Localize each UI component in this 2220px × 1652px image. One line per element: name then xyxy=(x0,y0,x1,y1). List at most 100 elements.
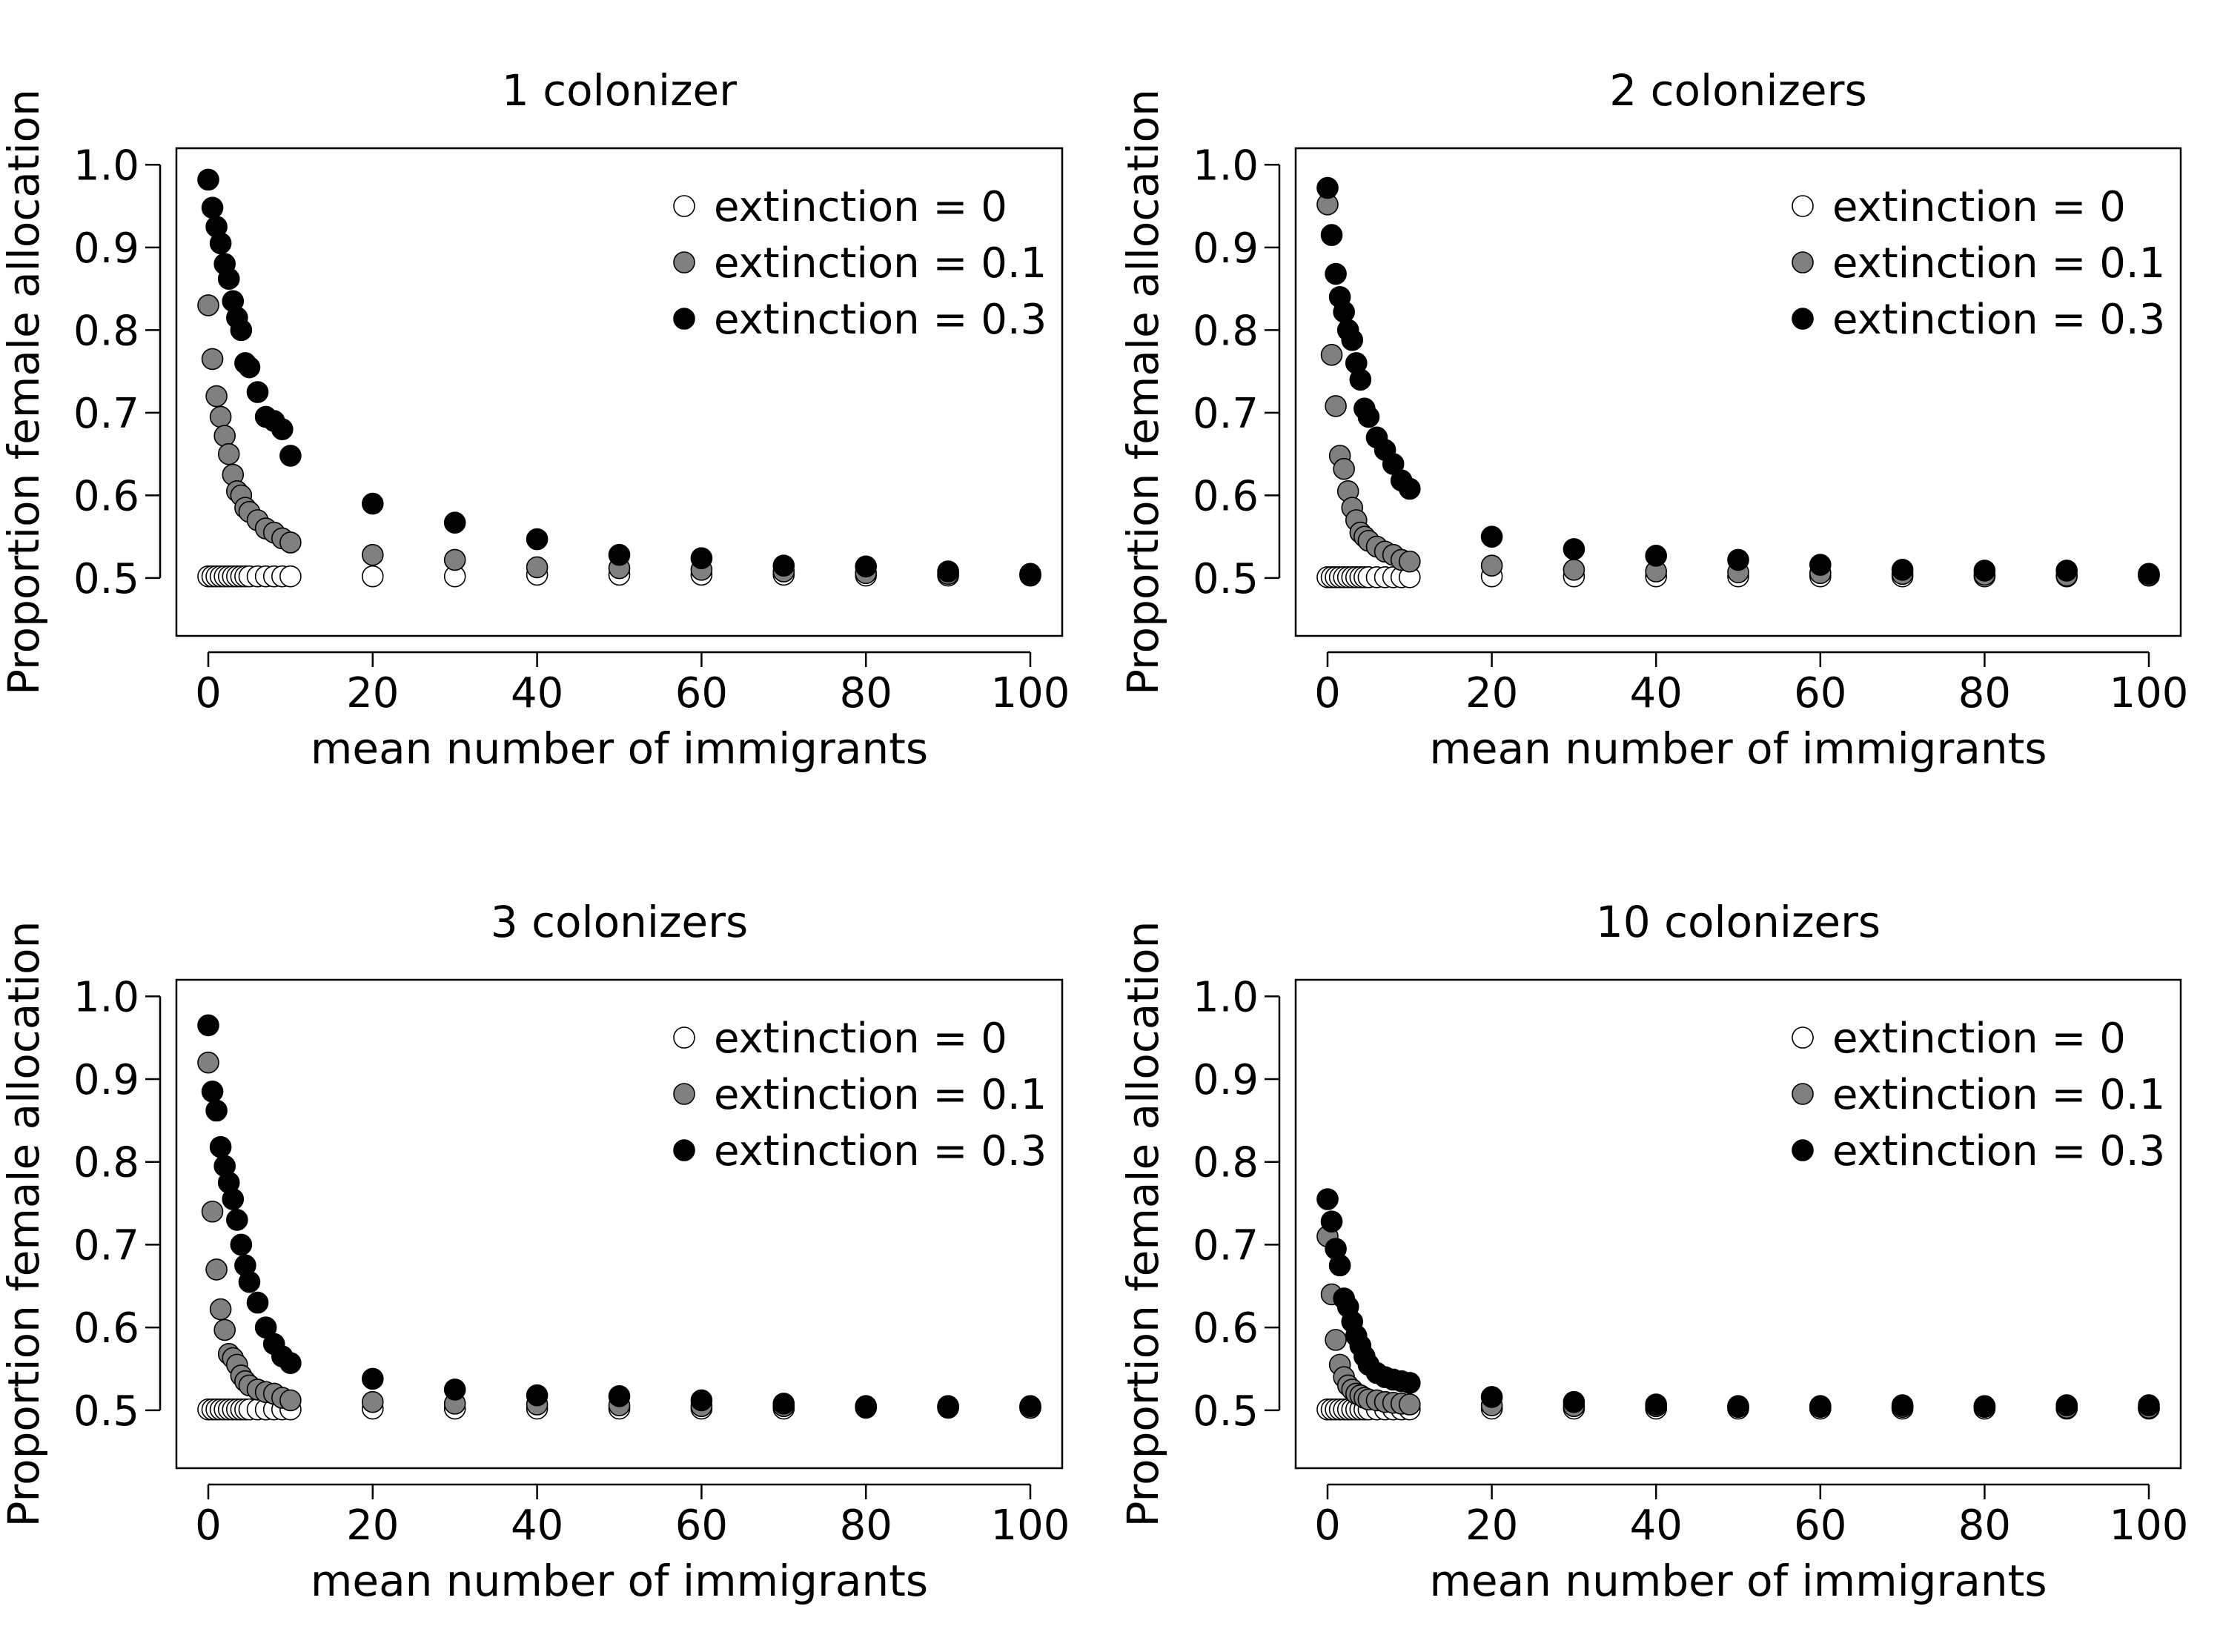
data-point xyxy=(1645,1393,1667,1416)
data-point xyxy=(690,547,713,569)
data-point xyxy=(937,1395,959,1418)
data-point xyxy=(1480,525,1503,548)
data-point xyxy=(1019,563,1041,586)
x-tick-label: 0 xyxy=(195,669,222,717)
y-tick-label: 0.7 xyxy=(1193,1221,1259,1270)
y-tick-label: 0.5 xyxy=(73,555,139,603)
data-point xyxy=(1399,1393,1421,1416)
data-points xyxy=(197,1014,1041,1421)
y-tick-label: 0.5 xyxy=(1193,1387,1259,1436)
legend-label: extinction = 0.1 xyxy=(714,1071,1047,1119)
data-point xyxy=(197,168,219,191)
chart-panel-1: 1 colonizer 0 20 40 60 80 100 mean number of im… xyxy=(0,65,1070,774)
plot-frame xyxy=(175,978,1064,1470)
data-point xyxy=(201,196,224,219)
data-point xyxy=(1325,395,1347,417)
data-point xyxy=(222,1188,245,1210)
data-point xyxy=(855,555,877,578)
series-3-points xyxy=(1316,1188,2160,1418)
legend: extinction = 0 extinction = 0.1 extinction… xyxy=(1792,1015,2165,1175)
chart-panel-2: 2 colonizers 0 20 40 60 80 100 mean number of i… xyxy=(1118,65,2188,774)
series-3-points xyxy=(197,168,1041,586)
legend: extinction = 0 extinction = 0.1 extinction… xyxy=(1792,183,2165,344)
legend-label: extinction = 0 xyxy=(1832,183,2126,231)
data-point xyxy=(201,348,224,371)
data-point xyxy=(226,1209,248,1231)
legend-marker xyxy=(1792,251,1814,273)
data-point xyxy=(217,268,240,291)
data-point xyxy=(690,1389,713,1412)
data-point xyxy=(2055,560,2078,582)
data-point xyxy=(2138,563,2160,586)
x-axis: 0 20 40 60 80 100 xyxy=(1314,651,2188,717)
legend-marker xyxy=(673,1139,695,1161)
y-tick-label: 0.7 xyxy=(73,390,139,438)
data-point xyxy=(1645,545,1667,567)
x-tick-label: 20 xyxy=(1465,669,1518,717)
x-tick-label: 80 xyxy=(840,669,892,717)
legend-marker xyxy=(1792,1026,1814,1049)
legend: extinction = 0 extinction = 0.1 extinction… xyxy=(673,1015,1047,1175)
data-point xyxy=(1973,1395,1996,1418)
legend-label: extinction = 0.1 xyxy=(1832,1071,2165,1119)
legend-label: extinction = 0.1 xyxy=(714,239,1047,288)
y-tick-label: 0.9 xyxy=(1193,1056,1259,1104)
data-point xyxy=(197,294,219,316)
plot-frame xyxy=(1294,978,2182,1470)
y-tick-label: 0.6 xyxy=(73,1304,139,1353)
x-tick-label: 20 xyxy=(346,1502,399,1550)
data-points xyxy=(1316,1188,2160,1421)
data-point xyxy=(1357,405,1380,428)
data-point xyxy=(1333,457,1355,480)
data-point xyxy=(279,531,302,554)
y-axis: 0.5 0.6 0.7 0.8 0.9 1.0 xyxy=(1193,973,1281,1436)
y-tick-label: 0.9 xyxy=(73,1056,139,1104)
x-tick-label: 0 xyxy=(1314,669,1341,717)
data-point xyxy=(361,543,384,566)
y-tick-label: 0.6 xyxy=(73,472,139,520)
data-point xyxy=(2055,1394,2078,1416)
legend-marker xyxy=(673,308,695,330)
data-point xyxy=(1399,477,1421,500)
y-tick-label: 0.6 xyxy=(1193,1304,1259,1353)
data-point xyxy=(1316,176,1339,199)
x-tick-label: 60 xyxy=(675,1502,728,1550)
data-point xyxy=(217,442,240,465)
x-axis-label: mean number of immigrants xyxy=(1429,723,2047,774)
plot-frame xyxy=(175,147,1064,637)
data-point xyxy=(1480,554,1503,577)
data-point xyxy=(238,356,261,379)
data-point xyxy=(209,405,232,428)
series-2-points xyxy=(1316,193,2160,587)
data-point xyxy=(201,1080,224,1103)
x-axis-label: mean number of immigrants xyxy=(1429,1556,2047,1606)
data-point xyxy=(608,543,631,566)
data-point xyxy=(1333,301,1355,323)
y-axis-label: Proportion female allocation xyxy=(0,89,49,695)
chart-panel-3: 3 colonizers 0 20 40 60 80 100 mean number of i… xyxy=(0,897,1070,1606)
legend: extinction = 0 extinction = 0.1 extinction… xyxy=(673,183,1047,344)
x-axis: 0 20 40 60 80 100 xyxy=(195,1483,1070,1550)
data-point xyxy=(1325,262,1347,285)
data-point xyxy=(1399,1372,1421,1394)
data-point xyxy=(1480,1386,1503,1408)
data-point xyxy=(209,1298,232,1321)
data-point xyxy=(526,556,549,579)
legend-label: extinction = 0.3 xyxy=(714,1127,1047,1175)
data-point xyxy=(1320,1210,1343,1233)
y-axis: 0.5 0.6 0.7 0.8 0.9 1.0 xyxy=(73,142,162,603)
data-point xyxy=(1019,1395,1041,1418)
y-axis: 0.5 0.6 0.7 0.8 0.9 1.0 xyxy=(73,973,162,1436)
chart-title: 1 colonizer xyxy=(502,65,737,116)
data-point xyxy=(1316,1188,1339,1210)
y-axis-label: Proportion female allocation xyxy=(1118,921,1168,1527)
data-point xyxy=(1320,344,1343,366)
legend-marker xyxy=(1792,1083,1814,1105)
data-point xyxy=(443,511,466,534)
y-tick-label: 1.0 xyxy=(1193,973,1259,1021)
data-point xyxy=(209,232,232,255)
y-tick-label: 0.9 xyxy=(73,225,139,273)
data-point xyxy=(1563,1390,1586,1413)
y-tick-label: 0.7 xyxy=(1193,390,1259,438)
x-tick-label: 40 xyxy=(511,669,563,717)
